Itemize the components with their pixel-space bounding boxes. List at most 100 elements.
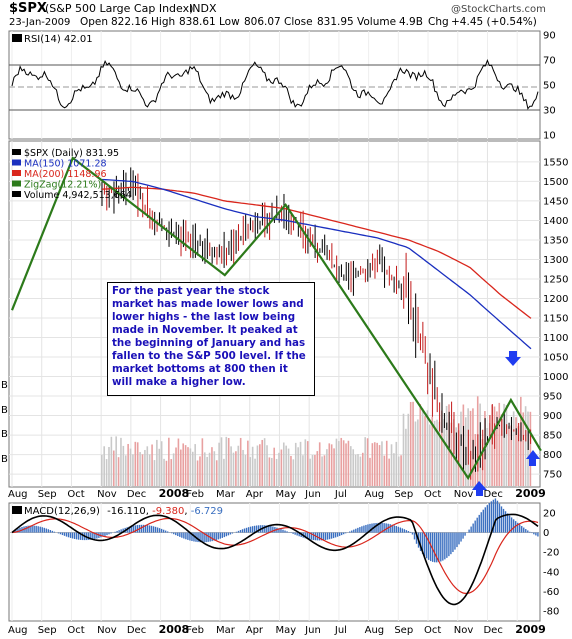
volume-bar (326, 449, 328, 486)
macd-hist-bar (308, 532, 310, 540)
macd-hist-bar (39, 526, 41, 533)
arrow-up-icon (472, 481, 487, 496)
month-label: Mar (216, 489, 236, 500)
volume-bar (500, 414, 503, 486)
macd-hist-bar (357, 527, 359, 533)
macd-hist-bar (525, 529, 527, 533)
macd-hist-bar (320, 532, 323, 541)
volume-bar (117, 457, 120, 486)
macd-hist-bar (94, 532, 96, 539)
macd-hist-bar (436, 532, 438, 563)
macd-hist-bar (446, 532, 448, 558)
macd-hist-bar (490, 501, 493, 533)
month-label: Nov (454, 625, 474, 636)
macd-hist-bar (237, 530, 240, 533)
volume-bar (172, 453, 175, 486)
macd-hist-bar (65, 532, 68, 537)
volume-bar (285, 445, 287, 486)
volume-bar (211, 447, 213, 486)
macd-hist-bar (235, 531, 238, 533)
volume-bar (369, 457, 371, 486)
macd-hist-bar (144, 524, 147, 533)
volume-bar (266, 445, 268, 486)
volume-bar (189, 448, 192, 486)
macd-hist-bar (284, 530, 286, 533)
macd-hist-bar (114, 531, 116, 533)
macd-hist-bar (385, 523, 387, 533)
month-label: 2009 (515, 487, 546, 500)
macd-hist-bar (41, 527, 43, 533)
macd-hist-bar (90, 532, 92, 540)
macd-hist-bar (286, 531, 288, 533)
volume-bar (254, 458, 256, 486)
legend-swatch (12, 180, 21, 187)
macd-hist-bar (429, 532, 432, 562)
macd-hist-bar (397, 526, 400, 533)
volume-bar (304, 439, 307, 486)
month-label: Jun (304, 489, 321, 500)
macd-hist-bar (128, 526, 130, 533)
volume-bar (407, 413, 410, 486)
month-label: Mar (216, 625, 236, 636)
macd-hist-bar (96, 532, 98, 539)
macd-hist-bar (255, 525, 258, 533)
volume-bar (110, 436, 113, 486)
volume-bar (330, 444, 333, 486)
macd-hist-bar (219, 532, 221, 539)
macd-hist-bar (203, 532, 205, 543)
volume-bar (232, 452, 235, 486)
macd-hist-bar (434, 532, 436, 563)
volume-bar (354, 454, 357, 486)
month-label: Sep (38, 489, 57, 500)
volume-bar (160, 441, 163, 486)
macd-hist-bar (247, 527, 250, 533)
month-label: Dec (483, 489, 502, 500)
macd-hist-bar (253, 525, 256, 533)
volume-bar (153, 460, 156, 486)
macd-hist-bar (154, 526, 157, 533)
macd-hist-bar (25, 525, 27, 533)
volume-bar (136, 442, 139, 486)
macd-hist-bar (391, 524, 393, 533)
volume-bar (187, 447, 189, 486)
volume-bar (503, 403, 505, 486)
macd-label-prefix: MACD(12,26,9) (24, 506, 100, 517)
macd-hist-bar (349, 531, 351, 533)
price-tick-label: 1550 (543, 157, 568, 168)
macd-hist-bar (454, 532, 456, 550)
volume-bar (278, 452, 280, 486)
month-label: Oct (67, 625, 84, 636)
macd-hist-bar (266, 525, 268, 533)
macd-hist-bar (173, 532, 175, 535)
legend-entry: MA(150) 1071.28 (24, 159, 107, 170)
macd-hist-bar (304, 532, 306, 539)
macd-hist-bar (268, 525, 270, 533)
macd-tick-label: -60 (543, 587, 559, 598)
macd-hist-bar (405, 530, 408, 533)
month-label: Sep (394, 489, 413, 500)
macd-hist-bar (175, 532, 177, 536)
legend-entry: $SPX (Daily) 831.95 (24, 148, 119, 159)
price-bars (101, 167, 532, 480)
macd-tick-label: 0 (543, 528, 549, 539)
macd-hist-bar (231, 532, 234, 534)
macd-hist-bar (486, 505, 489, 533)
chg-label: Chg (428, 16, 449, 28)
macd-hist-bar (389, 524, 391, 533)
macd-hist-bar (403, 529, 406, 533)
macd-hist-bar (379, 522, 381, 533)
volume-bar (400, 455, 402, 486)
volume-bar (436, 419, 438, 486)
volume-bar (249, 457, 252, 486)
price-tick-label: 1250 (543, 274, 568, 285)
macd-value: -16.110 (107, 506, 146, 517)
volume-bar (184, 445, 187, 486)
macd-hist-bar (63, 532, 66, 536)
rsi-tick-label: 50 (543, 81, 556, 92)
month-label: May (275, 625, 296, 636)
volume-bar (206, 456, 208, 486)
volume-bar (144, 449, 146, 486)
macd-hist-bar (340, 532, 343, 536)
volume-bar (108, 446, 110, 486)
volume-bar (378, 445, 381, 486)
